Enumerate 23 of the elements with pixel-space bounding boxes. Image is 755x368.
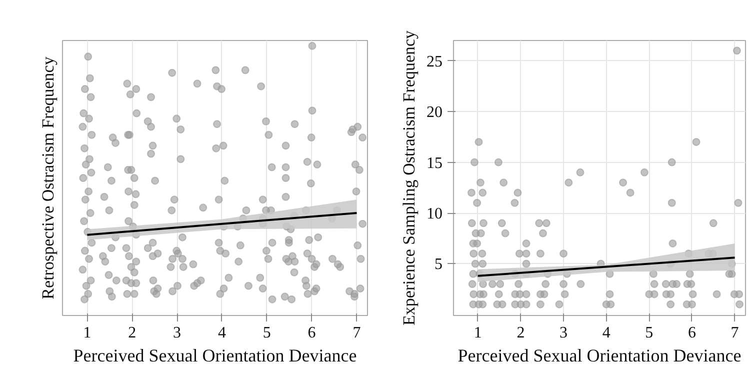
y-tick-label: 15 [426,154,442,172]
x-axis-title: Perceived Sexual Orientation Deviance [458,346,742,366]
x-tick-label: 5 [645,324,654,342]
x-axis-title: Perceived Sexual Orientation Deviance [73,346,357,366]
x-tick-label: 5 [262,324,271,342]
x-tick-label: 6 [688,324,696,342]
x-tick-label: 7 [730,324,739,342]
y-tick-label: 5 [434,256,442,274]
y-tick-label: 10 [426,206,442,223]
x-tick-label: 4 [218,324,226,342]
y-axis-title: Retrospective Ostracism Frequency [38,56,58,300]
y-tick-label: 20 [426,104,442,122]
x-tick-label: 2 [516,324,525,342]
x-tick-label: 3 [560,324,568,342]
x-tick-label: 3 [173,324,182,342]
y-tick-label: 25 [426,53,442,70]
x-tick-label: 1 [474,324,482,342]
x-tick-label: 2 [128,324,136,342]
y-axis-title: Experience Sampling Ostracism Frequency [400,30,418,326]
x-tick-label: 1 [83,324,92,342]
x-tick-label: 6 [308,324,316,342]
x-tick-label: 4 [602,324,610,342]
x-tick-label: 7 [352,324,361,342]
